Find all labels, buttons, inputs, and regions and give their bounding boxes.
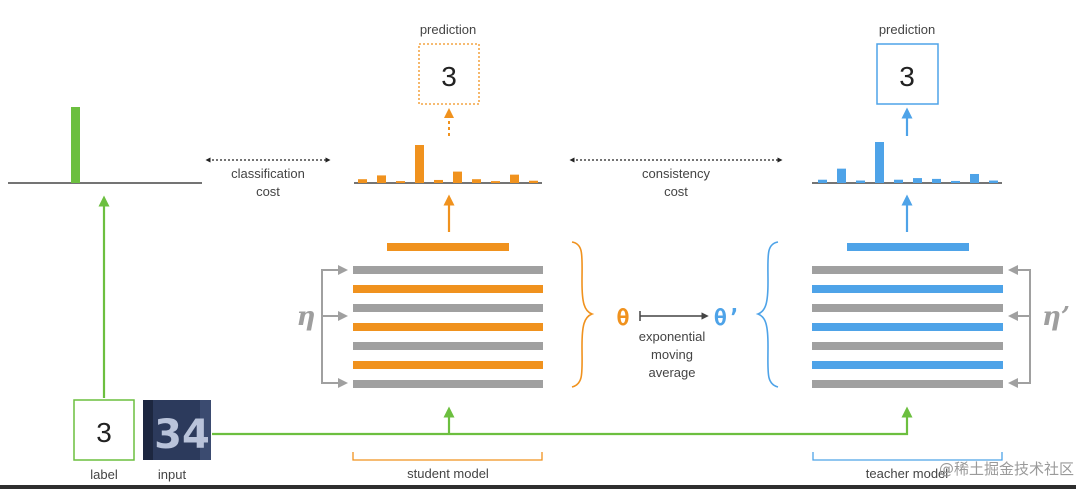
- student-histogram-bar: [415, 145, 424, 183]
- student-eta-bracket: [321, 269, 344, 384]
- theta-prime-symbol: θ’: [714, 306, 741, 331]
- teacher-model-layer: [812, 304, 1003, 312]
- input-image-digits: 34: [154, 412, 210, 458]
- teacher-prediction-value: 3: [899, 61, 915, 92]
- teacher-histogram-bar: [894, 179, 903, 183]
- teacher-histogram-bar: [970, 173, 979, 183]
- input-image: [143, 400, 211, 460]
- student-histogram-bar: [434, 179, 443, 183]
- student-histogram-bar: [510, 174, 519, 183]
- student-model-caption: student model: [407, 466, 489, 481]
- classification-cost: classification cost: [205, 157, 331, 199]
- teacher-eta-bracket: [1012, 269, 1031, 384]
- teacher-histogram-bar: [875, 142, 884, 183]
- student-prediction-caption: prediction: [420, 22, 476, 37]
- teacher-model-layer: [812, 380, 1003, 388]
- teacher-histogram-bar: [989, 180, 998, 183]
- student-histogram-bar: [358, 179, 367, 183]
- teacher-histogram: [812, 142, 1002, 232]
- student-brace: [571, 241, 595, 388]
- input-image-group: 34 input: [143, 400, 211, 482]
- eta-symbol: η: [297, 302, 316, 332]
- input-flow: [98, 195, 913, 436]
- student-model-layer: [353, 304, 543, 312]
- teacher-histogram-bar: [856, 180, 865, 183]
- theta-symbol: θ: [616, 306, 629, 331]
- teacher-brace: [755, 241, 779, 388]
- student-model: η student model: [297, 241, 595, 481]
- student-model-layer: [353, 380, 543, 388]
- student-model-layer: [353, 342, 543, 350]
- teacher-histogram-bar: [913, 178, 922, 183]
- student-model-layer: [353, 361, 543, 369]
- ema-label-line2: moving: [651, 347, 693, 362]
- student-top-layer: [387, 243, 509, 251]
- teacher-model-layer: [812, 285, 1003, 293]
- teacher-histogram-bar: [818, 179, 827, 183]
- input-caption: input: [158, 467, 187, 482]
- teacher-model-caption: teacher model: [866, 466, 948, 481]
- consistency-cost-label-line1: consistency: [642, 166, 710, 181]
- student-histogram-bar: [529, 180, 538, 183]
- teacher-model-layer: [812, 342, 1003, 350]
- student-histogram: [354, 145, 542, 232]
- label-histogram: [8, 107, 202, 184]
- teacher-histogram-bar: [951, 180, 960, 183]
- label-value: 3: [96, 417, 112, 448]
- student-histogram-bar: [453, 171, 462, 183]
- student-model-layer: [353, 266, 543, 274]
- student-histogram-bar: [396, 181, 405, 183]
- teacher-prediction: prediction 3: [876, 22, 939, 136]
- bottom-strip: [0, 485, 1076, 489]
- teacher-model: η’ teacher model: [755, 241, 1070, 481]
- classification-cost-label-line2: cost: [256, 184, 280, 199]
- label-histogram-bar: [71, 107, 80, 183]
- teacher-model-layer: [812, 323, 1003, 331]
- label-caption: label: [90, 467, 118, 482]
- watermark: @稀土掘金技术社区: [939, 460, 1074, 478]
- student-model-layer: [353, 323, 543, 331]
- teacher-histogram-bar: [932, 178, 941, 183]
- student-model-bracket: [352, 452, 543, 461]
- teacher-model-layer: [812, 361, 1003, 369]
- ema-group: θ θ’ exponential moving average: [616, 306, 740, 380]
- student-model-layer: [353, 285, 543, 293]
- teacher-model-layer: [812, 266, 1003, 274]
- input-to-teacher-arrow: [212, 406, 913, 436]
- teacher-model-bracket: [812, 452, 1003, 461]
- eta-prime-symbol: η’: [1042, 302, 1070, 332]
- label-box-group: 3 label: [73, 399, 135, 482]
- consistency-cost: consistency cost: [569, 157, 783, 199]
- ema-label-line3: average: [649, 365, 696, 380]
- teacher-prediction-box: [876, 43, 939, 105]
- student-prediction-value: 3: [441, 61, 457, 92]
- classification-cost-label-line1: classification: [231, 166, 305, 181]
- teacher-prediction-caption: prediction: [879, 22, 935, 37]
- consistency-cost-label-line2: cost: [664, 184, 688, 199]
- teacher-top-layer: [847, 243, 969, 251]
- student-histogram-bar: [472, 179, 481, 183]
- student-histogram-bar: [377, 175, 386, 183]
- teacher-histogram-bar: [837, 168, 846, 183]
- student-prediction: prediction 3: [418, 22, 480, 136]
- ema-label-line1: exponential: [639, 329, 706, 344]
- label-box: [73, 399, 135, 461]
- student-histogram-bar: [491, 181, 500, 183]
- student-prediction-box: [418, 43, 480, 105]
